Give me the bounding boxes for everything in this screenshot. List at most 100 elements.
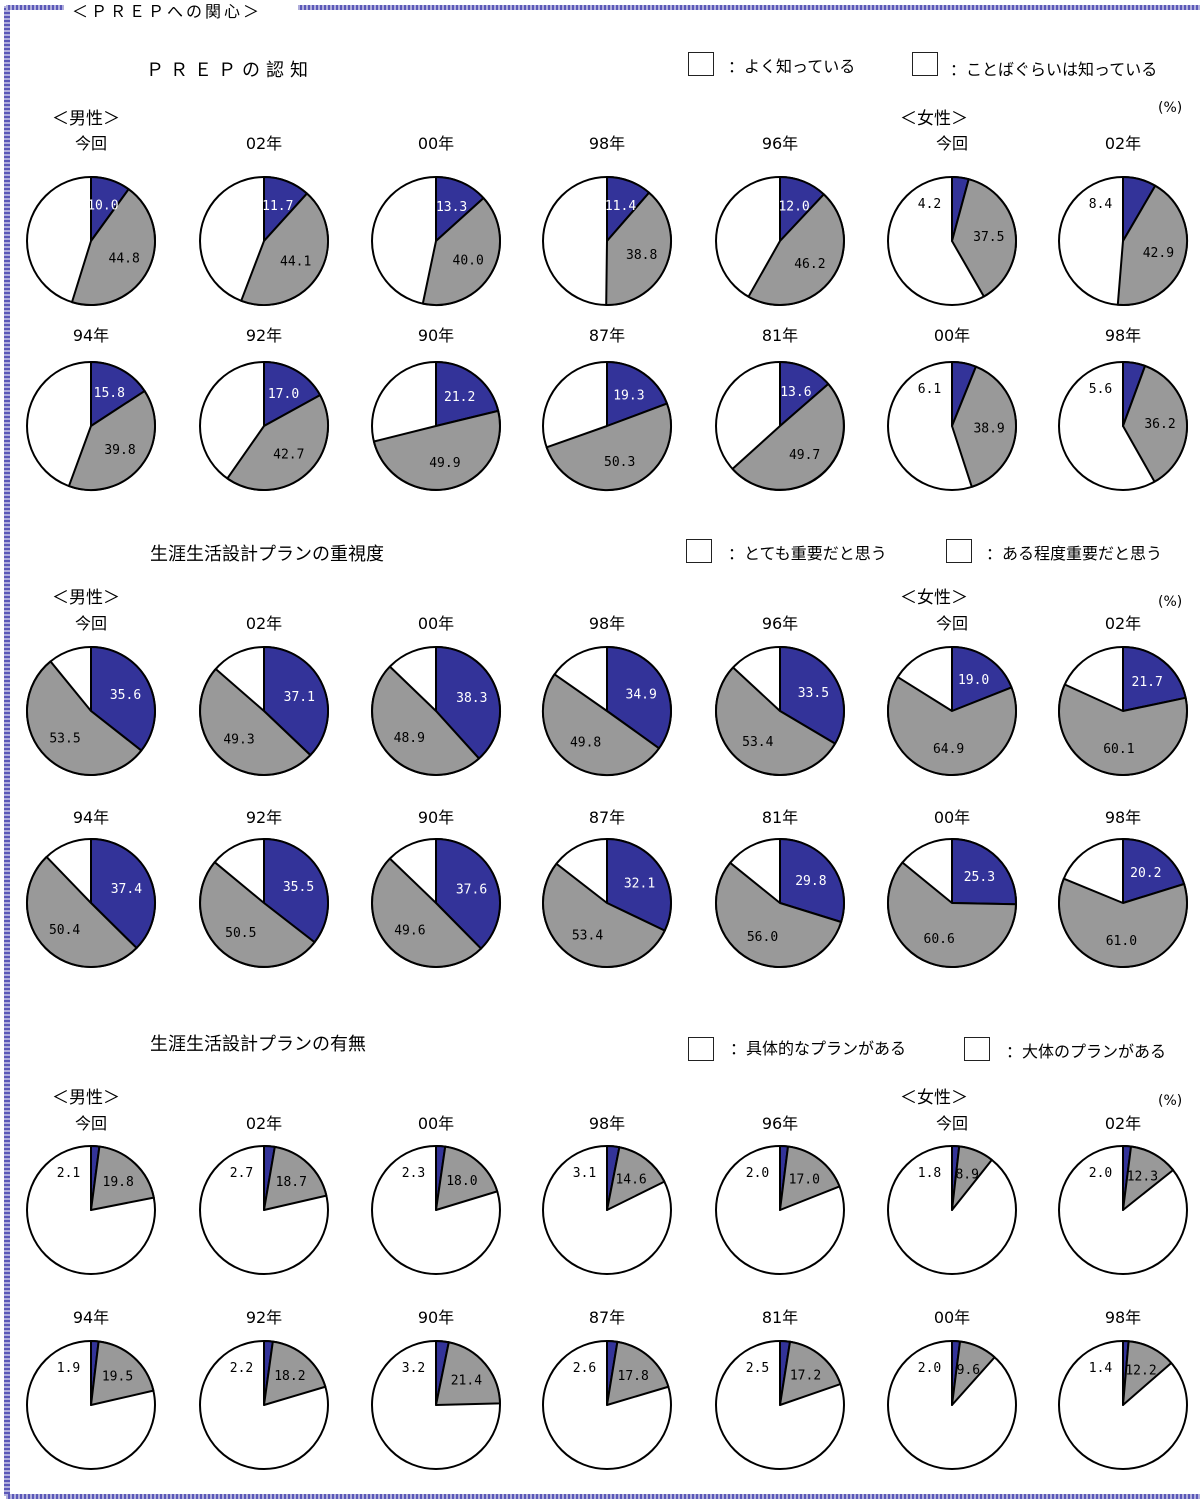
pie-slice-primary (263, 361, 322, 427)
pie-chart-importance: 20.2 61.0 (1058, 838, 1188, 969)
data-label-secondary: 49.3 (223, 733, 254, 748)
pie-slice-secondary (371, 665, 480, 776)
pie-slice-secondary (226, 394, 329, 492)
data-label-primary: 2.7 (230, 1166, 253, 1181)
pie-slice-secondary (70, 188, 156, 306)
pie-chart-existence: 2.2 18.2 (199, 1339, 329, 1470)
legend-label-secondary: ：ある程度重要だと思う (986, 544, 1163, 563)
data-label-primary: 37.1 (284, 690, 315, 705)
pie-slice-secondary (747, 193, 845, 306)
data-label-primary: 3.1 (573, 1166, 596, 1181)
unit-label: (%) (1158, 1093, 1183, 1109)
data-label-primary: 11.4 (605, 199, 636, 214)
data-label-secondary: 18.0 (446, 1174, 477, 1189)
pie-slice-secondary (263, 1340, 327, 1406)
pie-year-label: 96年 (761, 614, 799, 633)
pie-year-label: 81年 (761, 808, 799, 827)
pie-slice-secondary (26, 660, 143, 777)
pie-year-label: 02年 (245, 1114, 283, 1133)
data-label-primary: 3.2 (402, 1361, 425, 1376)
data-label-primary: 2.5 (746, 1361, 769, 1376)
data-label-primary: 2.2 (230, 1361, 253, 1376)
frame-border-top-right (298, 5, 1200, 10)
data-label-secondary: 8.9 (955, 1167, 978, 1182)
data-label-primary: 19.3 (613, 388, 644, 403)
data-label-secondary: 53.5 (49, 732, 80, 747)
pie-slice-primary (90, 646, 156, 752)
pie-year-label: 02年 (1104, 614, 1142, 633)
pie-slice-secondary (1122, 364, 1188, 483)
pie-slice-secondary (951, 178, 1017, 298)
pie-chart-awareness: 11.7 44.1 (199, 176, 329, 306)
data-label-primary: 6.1 (918, 382, 941, 397)
pie-year-label: 90年 (417, 808, 455, 827)
data-label-primary: 1.9 (57, 1361, 80, 1376)
pie-slice-primary (779, 361, 830, 427)
pie-year-label: 92年 (245, 808, 283, 827)
group-label-male: ＜男性＞ (52, 1088, 120, 1108)
pie-slice-primary (606, 646, 672, 750)
data-label-primary: 13.3 (436, 200, 467, 215)
pie-slice-secondary (25, 855, 138, 969)
legend-swatch-secondary (912, 52, 938, 76)
pie-chart-importance: 37.1 49.3 (199, 646, 329, 776)
pie-slice-secondary (1058, 683, 1188, 776)
data-label-primary: 35.6 (110, 688, 141, 703)
pie-chart-existence: 1.4 12.2 (1058, 1340, 1188, 1470)
pie-slice-secondary (715, 861, 843, 968)
pie-chart-existence: 2.0 9.6 (887, 1339, 1017, 1470)
data-label-secondary: 17.8 (618, 1369, 649, 1384)
pie-year-label: 92年 (245, 326, 283, 345)
pie-slice-secondary (1122, 1145, 1175, 1211)
data-label-secondary: 49.7 (789, 448, 820, 463)
pie-year-label: 今回 (935, 1114, 968, 1133)
data-label-primary: 37.6 (456, 882, 487, 897)
pie-year-label: 98年 (1104, 808, 1142, 827)
pie-year-label: 00年 (933, 1308, 971, 1327)
pie-year-label: 98年 (1104, 326, 1142, 345)
group-label-male: ＜男性＞ (52, 588, 120, 608)
data-label-secondary: 60.6 (924, 932, 955, 947)
data-label-primary: 12.0 (778, 199, 809, 214)
data-label-secondary: 12.3 (1127, 1169, 1158, 1184)
data-label-primary: 33.5 (798, 686, 829, 701)
pie-chart-importance: 33.5 53.4 (715, 646, 845, 776)
pie-year-label: 今回 (74, 1114, 107, 1133)
pie-slice-primary (951, 646, 1013, 712)
pie-chart-importance: 35.6 53.5 (26, 646, 156, 777)
data-label-primary: 2.0 (746, 1166, 769, 1181)
pie-chart-importance: 37.6 49.6 (371, 838, 501, 968)
pie-slice-secondary (887, 676, 1017, 776)
data-label-secondary: 12.2 (1125, 1364, 1156, 1379)
legend-swatch-primary (688, 1037, 714, 1061)
pie-year-label: 00年 (933, 326, 971, 345)
pie-chart-importance: 29.8 56.0 (715, 838, 845, 968)
pie-chart-awareness: 10.0 44.8 (26, 176, 156, 306)
pie-year-label: 02年 (245, 134, 283, 153)
legend-swatch-secondary (964, 1037, 990, 1061)
pie-year-label: 今回 (935, 614, 968, 633)
pie-slice-primary (90, 838, 156, 949)
data-label-secondary: 38.9 (973, 421, 1004, 436)
data-label-primary: 4.2 (918, 197, 941, 212)
data-label-secondary: 48.9 (394, 731, 425, 746)
data-label-secondary: 50.3 (604, 455, 635, 470)
pie-slice-secondary (542, 862, 666, 968)
pie-year-label: 00年 (417, 1114, 455, 1133)
data-label-secondary: 56.0 (747, 930, 778, 945)
data-label-secondary: 61.0 (1106, 934, 1137, 949)
data-label-primary: 2.6 (573, 1361, 596, 1376)
data-label-primary: 34.9 (626, 688, 657, 703)
pie-year-label: 94年 (72, 808, 110, 827)
data-label-primary: 2.0 (918, 1361, 941, 1376)
data-label-secondary: 53.4 (572, 929, 603, 944)
pie-chart-awareness: 12.0 46.2 (715, 176, 845, 306)
group-label-female: ＜女性＞ (900, 1088, 968, 1108)
pie-year-label: 87年 (588, 808, 626, 827)
pie-year-label: 90年 (417, 1308, 455, 1327)
pie-slice-secondary (605, 191, 672, 306)
data-label-primary: 1.4 (1089, 1361, 1113, 1376)
pie-slice-secondary (90, 1340, 155, 1406)
data-label-primary: 13.6 (780, 385, 811, 400)
pie-chart-awareness: 17.0 42.7 (199, 361, 329, 492)
